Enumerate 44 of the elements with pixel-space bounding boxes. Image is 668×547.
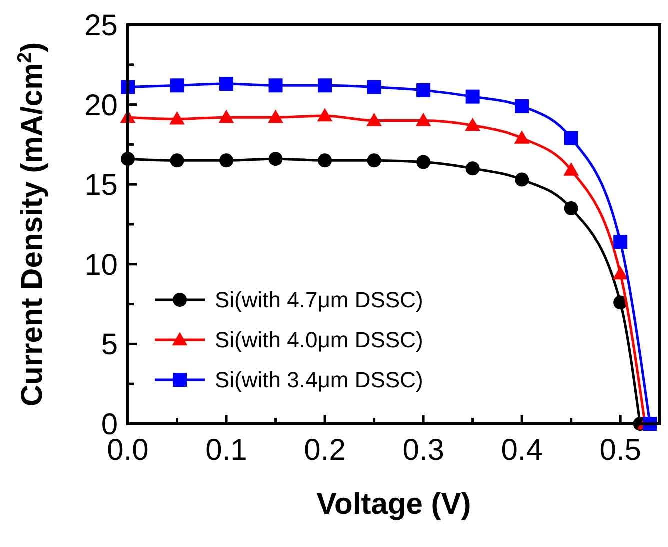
x-tick-label: 0.3 [402,434,444,467]
point [170,154,184,168]
point [317,108,333,122]
y-tick-label: 5 [101,328,118,362]
point [465,118,481,132]
y-tick-label: 10 [84,248,118,282]
point [268,152,283,166]
point [218,110,234,124]
x-tick-label: 0.4 [501,434,543,467]
point [514,130,530,144]
point [416,113,432,126]
point [515,99,530,114]
point [318,78,332,93]
x-tick-label: 0.5 [600,434,642,467]
point [416,83,431,98]
x-tick-label: 0.0 [107,434,149,467]
point [564,131,578,146]
y-tick-label: 20 [84,89,118,122]
point [612,266,628,280]
point [466,90,480,104]
y-tick-label: 25 [84,10,118,42]
x-tick-label: 0.2 [304,434,346,467]
point [366,113,382,126]
point [614,235,628,250]
x-axis-title: Voltage (V) [316,488,472,521]
x-tick-label: 0.1 [206,434,248,467]
point [268,110,284,124]
point [416,155,431,170]
point [318,154,332,168]
point [564,162,580,176]
point [564,202,578,216]
y-tick-label: 15 [84,169,118,202]
point [268,78,283,93]
point [367,80,382,94]
point [220,154,234,168]
point [367,154,382,168]
point [220,77,234,92]
legend-label: Si(with 4.0μm DSSC) [215,328,424,353]
point [170,78,184,93]
legend-label: Si(with 3.4μm DSSC) [215,368,424,393]
point [170,111,185,125]
legend-label: Si(with 4.7μm DSSC) [215,288,424,313]
point [466,162,480,176]
point [515,172,530,187]
